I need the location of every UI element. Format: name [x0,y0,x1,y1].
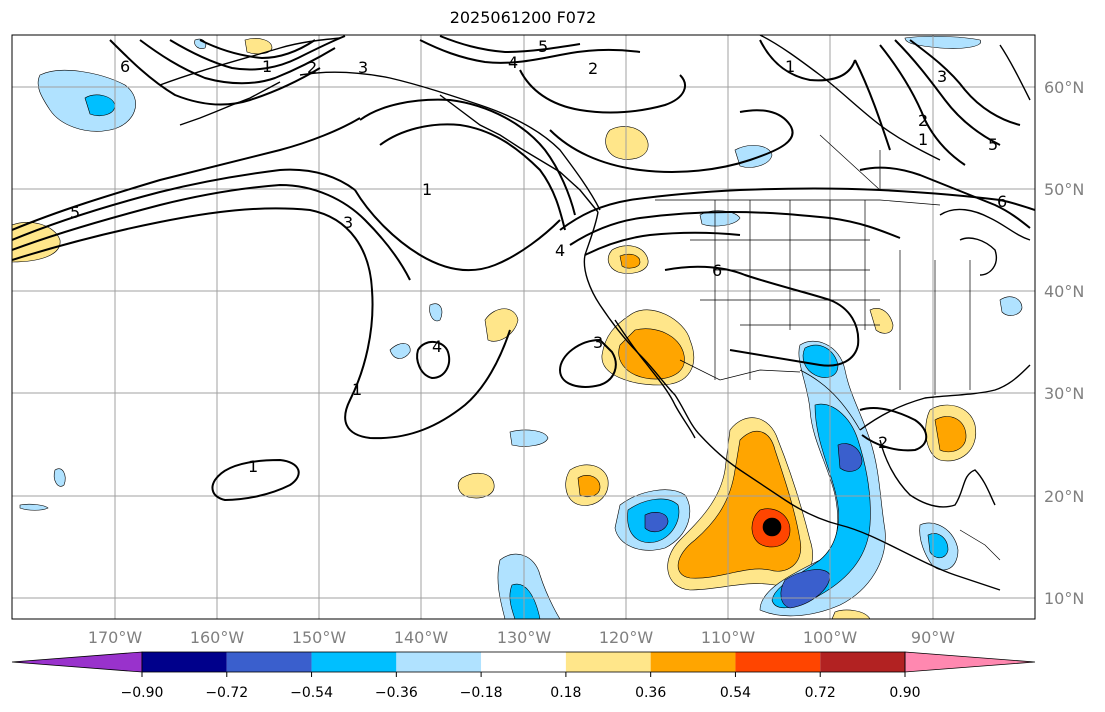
positive-anomaly-region [619,253,641,269]
colorbar-segment [396,652,482,672]
lat-label: 10°N [1044,589,1084,608]
lat-label: 20°N [1044,487,1084,506]
contour-label-group: 1 2 3 4 5 6 1 2 3 5 4 6 3 4 1 1 2 1 1 5 … [70,37,1007,476]
lon-label: 140°W [394,628,449,647]
colorbar-segment [820,652,905,672]
map-content: 1 2 3 4 5 6 1 2 3 5 4 6 3 4 1 1 2 1 1 5 … [12,35,1035,619]
longitude-labels: 170°W 160°W 150°W 140°W 130°W 120°W 110°… [88,628,955,647]
contour-label: 1 [785,57,795,76]
contour-lines [12,35,1035,502]
negative-anomaly-region [509,583,541,619]
negative-anomaly-region [429,303,443,322]
positive-anomaly-region [244,38,273,55]
contour-label: 3 [593,333,603,352]
colorbar-tick-label: 0.18 [550,685,581,701]
colorbar-tick-label: −0.72 [205,685,248,701]
contour-label: 6 [120,57,130,76]
coastlines [159,35,1031,591]
positive-anomaly-region [618,328,685,380]
contour-label: 1 [352,380,362,399]
lat-label: 60°N [1044,78,1084,97]
contour-label: 3 [937,67,947,86]
lon-label: 130°W [497,628,552,647]
negative-anomaly-region [837,443,863,472]
lat-label: 40°N [1044,282,1084,301]
colorbar-segment [650,652,736,672]
colorbar-segment [565,652,651,672]
lat-label: 30°N [1044,384,1084,403]
contour-label: 1 [248,457,258,476]
lon-label: 160°W [190,628,245,647]
colorbar-tick-label: 0.54 [720,685,751,701]
colorbar-outline [141,651,906,673]
contour-label: 4 [508,53,518,72]
lon-label: 120°W [599,628,654,647]
contour-label: 2 [307,58,317,77]
shading-layer [12,35,1023,619]
peak-marker [762,517,782,537]
positive-anomaly-region [577,475,601,498]
contour-label: 1 [918,130,928,149]
lon-label: 170°W [88,628,143,647]
contour-label: 4 [555,241,565,260]
colorbar-tick-label: −0.54 [290,685,333,701]
colorbar-tick-label: −0.18 [460,685,503,701]
negative-anomaly-region [19,503,49,511]
colorbar-tick-label: −0.36 [375,685,418,701]
lon-label: 90°W [911,628,955,647]
contour-label: 1 [422,180,432,199]
contour-label: 5 [538,37,548,56]
lat-label: 50°N [1044,180,1084,199]
negative-anomaly-region [999,296,1023,316]
colorbar-segment [735,652,821,672]
positive-anomaly-region [934,416,967,453]
colorbar-segment [481,652,566,672]
positive-anomaly-region [869,308,894,334]
contour-label: 2 [918,111,928,130]
contour-label: 6 [997,192,1007,211]
contour-label: 5 [70,203,80,222]
contour-label: 4 [432,337,442,356]
contour-label: 3 [358,58,368,77]
colorbar-tick-label: 0.36 [635,685,666,701]
contour-label: 3 [343,213,353,232]
lon-label: 100°W [803,628,858,647]
negative-anomaly-region [509,429,549,447]
map-frame [11,34,1036,620]
negative-anomaly-region [53,468,66,487]
colorbar: −0.90 −0.72 −0.54 −0.36 −0.18 0.18 0.36 0.54 0.7… [11,651,1036,701]
colorbar-tick-label: 0.90 [889,685,920,701]
negative-anomaly-region [389,343,411,359]
colorbar-extend-min [11,651,143,673]
colorbar-segment [142,652,227,672]
contour-label: 2 [588,59,598,78]
positive-anomaly-region [831,609,871,619]
positive-anomaly-region [605,126,649,160]
colorbar-extend-max [904,651,1036,673]
contour-label: 2 [878,433,888,452]
colorbar-tick-label: 0.72 [805,685,836,701]
negative-anomaly-region [644,512,669,533]
negative-anomaly-region [699,210,741,227]
plot-title: 2025061200 F072 [449,8,597,27]
contour-label: 1 [262,57,272,76]
contour-label: 5 [988,135,998,154]
colorbar-segment [311,652,397,672]
latitude-labels: 60°N 50°N 40°N 30°N 20°N 10°N [1044,78,1084,608]
colorbar-tick-label: −0.90 [121,685,164,701]
positive-anomaly-region [457,472,495,499]
contour-label: 6 [712,261,722,280]
lon-label: 110°W [701,628,756,647]
lon-label: 150°W [292,628,347,647]
colorbar-segment [226,652,312,672]
